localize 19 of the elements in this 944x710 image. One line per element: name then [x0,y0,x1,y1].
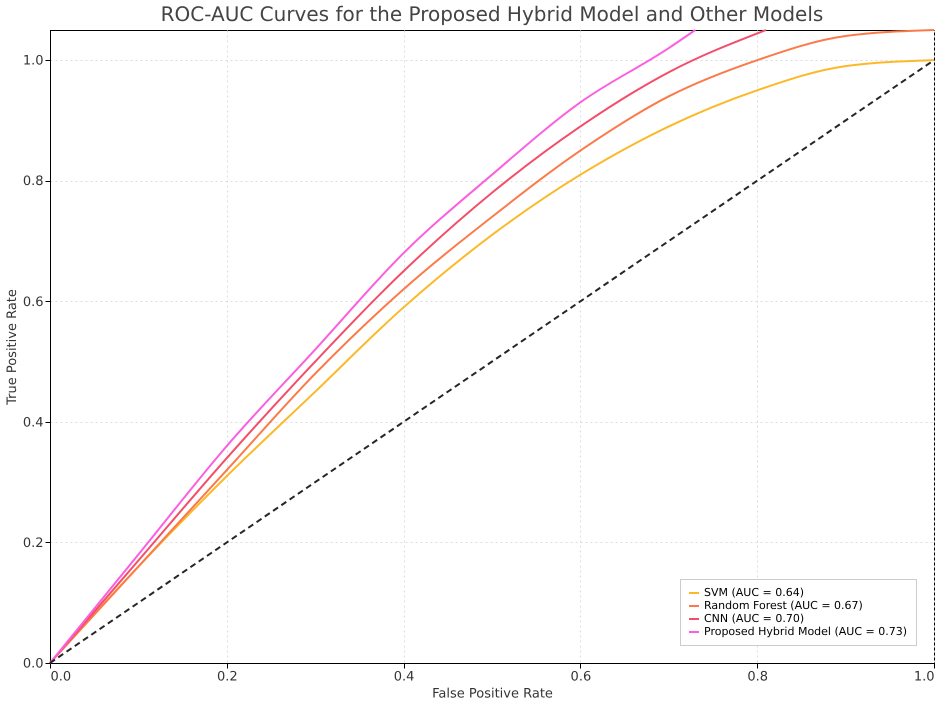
x-tick-label: 0.2 [216,670,238,684]
y-tick-label: 0.8 [22,174,44,190]
legend-label: Proposed Hybrid Model (AUC = 0.73) [704,625,908,638]
y-tick-label: 0.2 [22,536,44,551]
legend-label: Random Forest (AUC = 0.67) [704,599,863,612]
y-tick-label: 1.0 [22,54,44,69]
x-tick-label: 0.4 [394,670,414,684]
x-axis-title: False Positive Rate [432,686,553,702]
x-tick-label: 0.8 [747,670,768,684]
x-tick-label: 0.6 [570,670,592,684]
y-tick-label: 0.0 [22,656,44,672]
legend-label: CNN (AUC = 0.70) [704,612,804,625]
legend-label: SVM (AUC = 0.64) [704,586,804,599]
y-axis-title: True Positive Rate [4,289,20,406]
y-tick-label: 0.6 [22,294,44,310]
x-tick-label: 1.0 [914,670,934,684]
y-tick-label: 0.4 [22,415,44,430]
chart-title: ROC-AUC Curves for the Proposed Hybrid Model and Other Models [160,2,824,26]
x-tick-label: 0.0 [50,670,72,684]
